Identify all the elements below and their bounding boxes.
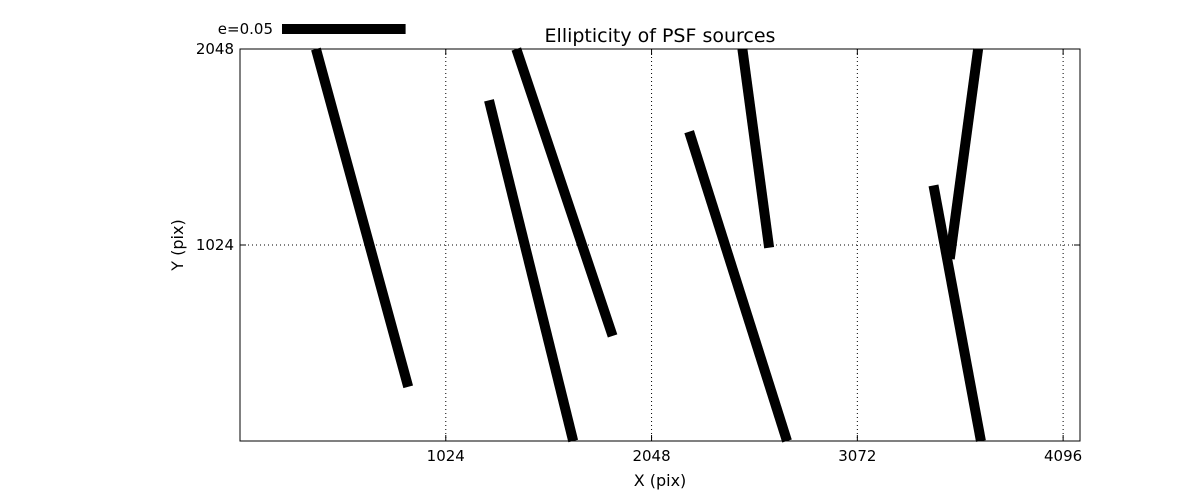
ellipticity-stick-0 (311, 47, 414, 389)
ellipticity-stick-3 (684, 130, 792, 443)
legend-key-bar (282, 24, 406, 34)
ellipticity-stick-1 (484, 99, 579, 443)
x-tick-label-0: 1024 (427, 447, 465, 465)
x-tick-label-2: 3072 (838, 447, 876, 465)
legend: e=0.05 (218, 20, 406, 38)
legend-label: e=0.05 (218, 20, 273, 38)
chart-title: Ellipticity of PSF sources (545, 25, 776, 47)
ellipticity-stick-4 (737, 48, 775, 249)
x-axis-label: X (pix) (634, 471, 687, 490)
y-axis-label: Y (pix) (168, 219, 187, 271)
y-axis-ticks: 1024 2048 (196, 40, 1080, 254)
ellipticity-stick-2 (511, 47, 618, 338)
ellipticity-stick-5 (928, 184, 986, 442)
ellipticity-sticks (311, 47, 986, 443)
x-axis-ticks: 1024 2048 3072 4096 (427, 49, 1082, 465)
ellipticity-stick-6 (944, 48, 984, 260)
y-tick-label-0: 1024 (196, 236, 234, 254)
x-tick-label-1: 2048 (632, 447, 670, 465)
x-tick-label-3: 4096 (1044, 447, 1082, 465)
y-tick-label-1: 2048 (196, 40, 234, 58)
